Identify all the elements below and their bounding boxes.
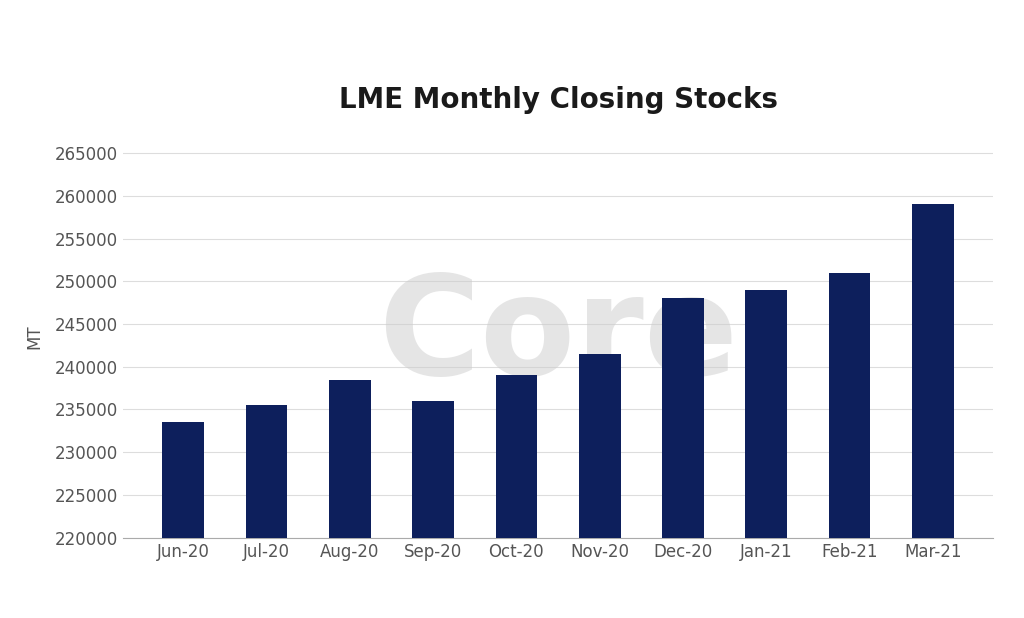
Bar (163, 422, 204, 618)
Bar (745, 290, 787, 618)
Y-axis label: MT: MT (26, 324, 44, 349)
Bar (579, 354, 621, 618)
Bar (496, 375, 538, 618)
Bar (246, 405, 288, 618)
Bar (329, 379, 371, 618)
Bar (828, 273, 870, 618)
Title: LME Monthly Closing Stocks: LME Monthly Closing Stocks (339, 86, 777, 114)
Bar (413, 401, 454, 618)
Bar (912, 205, 953, 618)
Bar (663, 298, 703, 618)
Text: Core: Core (378, 269, 738, 404)
